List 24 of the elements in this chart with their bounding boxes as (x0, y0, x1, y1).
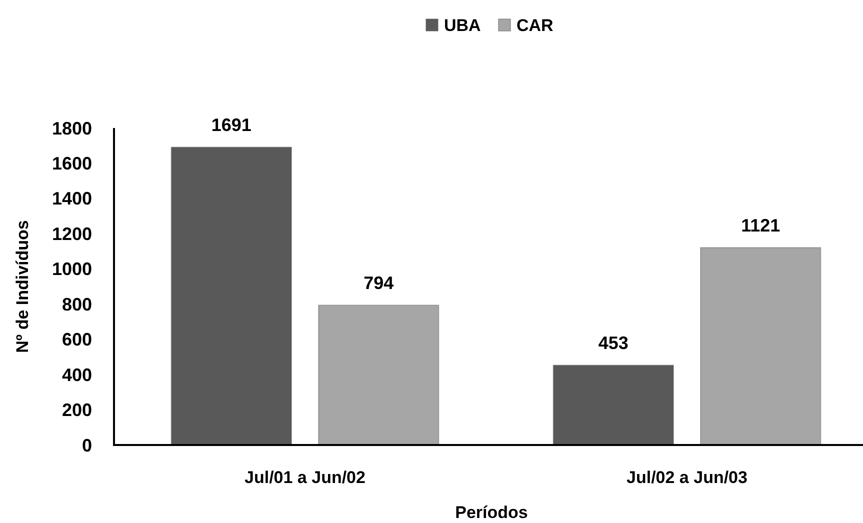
x-tick-label: Jul/02 a Jun/03 (626, 468, 748, 487)
legend-label: CAR (516, 16, 554, 35)
y-tick-label: 400 (62, 364, 92, 385)
bar (700, 247, 822, 446)
data-label: 453 (598, 333, 628, 354)
y-tick-label: 1400 (52, 188, 92, 209)
y-tick-label: 800 (62, 294, 92, 314)
y-axis-title: Nº de Indivíduos (13, 220, 32, 353)
data-label: 794 (364, 273, 394, 294)
legend-label: UBA (444, 16, 481, 35)
y-tick-label: 600 (62, 330, 92, 350)
x-axis-title: Períodos (455, 503, 528, 522)
y-tick-label: 1600 (52, 154, 92, 174)
y-tick-label: 200 (62, 400, 92, 420)
bar (552, 364, 674, 446)
y-tick-label: 1200 (52, 224, 92, 244)
y-tick-label: 1000 (52, 259, 92, 280)
x-tick-label: Jul/01 a Jun/02 (244, 468, 366, 487)
data-label: 1121 (741, 216, 780, 236)
bar (170, 146, 292, 446)
data-label: 1691 (211, 115, 252, 136)
y-tick-label: 1800 (52, 118, 92, 138)
bar (318, 304, 440, 446)
y-tick-label: 0 (82, 435, 92, 456)
